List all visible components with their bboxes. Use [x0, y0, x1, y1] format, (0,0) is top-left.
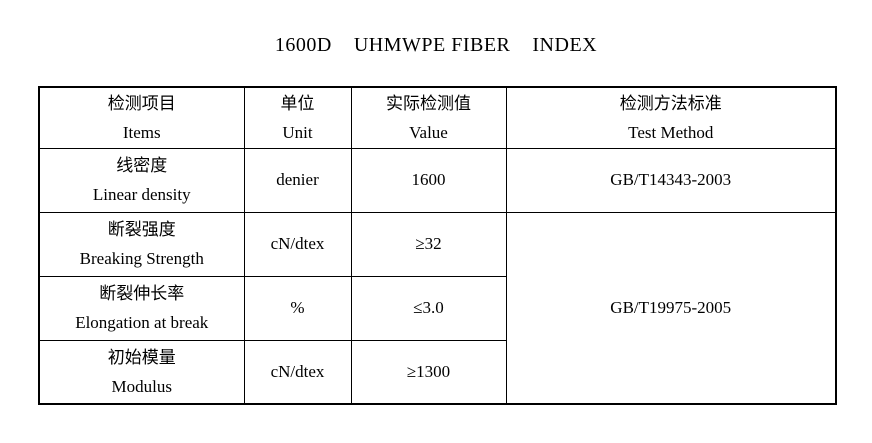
item-cell-linear-density: 线密度 Linear density [38, 147, 245, 213]
header-items-zh: 检测项目 [107, 93, 176, 113]
header-value-en: Value [409, 122, 448, 142]
header-value-zh: 实际检测值 [386, 93, 471, 113]
item-cell-elongation: 断裂伸长率 Elongation at break [38, 275, 245, 341]
item-modulus-en: Modulus [111, 376, 172, 396]
table-header-row: 检测项目 Items 单位 Unit 实际检测值 Value 检测方法标准 Te… [38, 86, 837, 149]
header-items-en: Items [122, 122, 161, 142]
item-breaking-strength-zh: 断裂强度 [107, 220, 176, 239]
value-cell-breaking-strength: ≥32 [350, 211, 507, 277]
header-unit-en: Unit [282, 122, 313, 142]
header-cell-test-method: 检测方法标准 Test Method [505, 86, 837, 149]
header-cell-value: 实际检测值 Value [350, 86, 507, 149]
header-cell-unit: 单位 Unit [243, 86, 352, 149]
unit-cell-modulus: cN/dtex [243, 339, 352, 405]
unit-cell-linear-density: denier [243, 147, 352, 213]
item-cell-modulus: 初始模量 Modulus [38, 339, 245, 405]
item-elongation-zh: 断裂伸长率 [99, 284, 185, 303]
header-test-method-zh: 检测方法标准 [619, 93, 722, 113]
item-linear-density-zh: 线密度 [116, 156, 168, 175]
value-cell-elongation: ≤3.0 [350, 275, 507, 341]
document-title: 1600D UHMWPE FIBER INDEX [274, 34, 598, 56]
value-cell-modulus: ≥1300 [350, 339, 507, 405]
table-row-elongation: 断裂伸长率 Elongation at break % ≤3.0 [38, 275, 836, 341]
table-row-breaking-strength: 断裂强度 Breaking Strength cN/dtex ≥32 GB/T1… [38, 211, 837, 405]
item-cell-breaking-strength: 断裂强度 Breaking Strength [38, 211, 245, 277]
header-unit-zh: 单位 [280, 93, 315, 113]
value-cell-linear-density: 1600 [350, 147, 507, 213]
unit-cell-elongation: % [243, 275, 352, 341]
item-linear-density-en: Linear density [92, 185, 191, 204]
item-elongation-en: Elongation at break [75, 313, 209, 332]
header-test-method-en: Test Method [628, 122, 714, 142]
item-modulus-zh: 初始模量 [107, 347, 176, 367]
method-cell-gbt14343: GB/T14343-2003 [505, 147, 837, 213]
header-cell-items: 检测项目 Items [38, 86, 245, 149]
method-cell-gbt19975: GB/T19975-2005 [505, 211, 837, 405]
unit-cell-breaking-strength: cN/dtex [243, 211, 352, 277]
table-row-linear-density: 线密度 Linear density denier 1600 GB/T14343… [38, 147, 837, 213]
table-row-modulus: 初始模量 Modulus cN/dtex ≥1300 [38, 339, 836, 405]
fiber-index-table: 检测项目 Items 单位 Unit 实际检测值 Value 检测方法标准 Te… [38, 86, 837, 405]
item-breaking-strength-en: Breaking Strength [79, 249, 204, 268]
